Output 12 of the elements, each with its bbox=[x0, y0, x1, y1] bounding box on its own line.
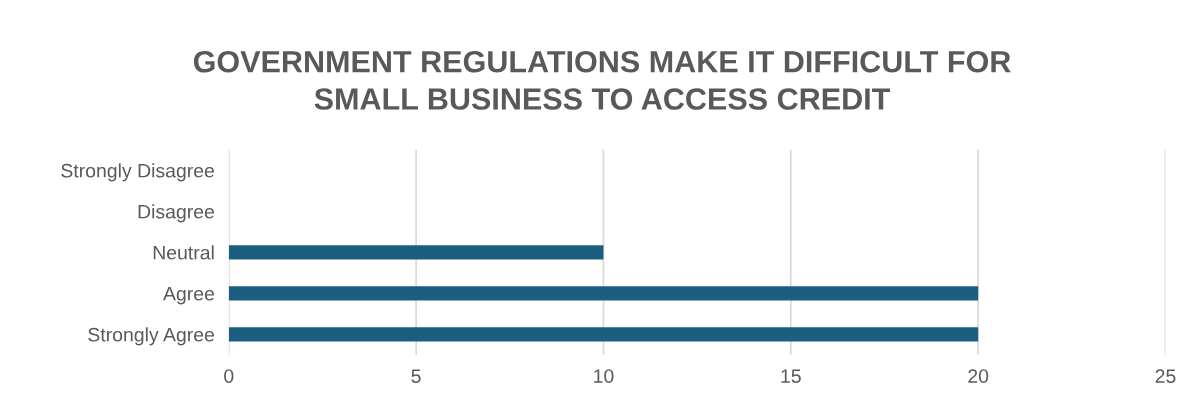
y-tick-label: Strongly Disagree bbox=[61, 163, 215, 182]
y-tick-label: Agree bbox=[163, 286, 215, 305]
x-tick-label: 5 bbox=[411, 369, 421, 383]
x-tick-label: 15 bbox=[781, 369, 801, 383]
x-tick-label: 10 bbox=[594, 369, 614, 383]
chart-title: GOVERNMENT REGULATIONS MAKE IT DIFFICULT FOR SMALL BUSINESS TO ACCESS CREDIT bbox=[193, 50, 1011, 110]
y-tick-label: Neutral bbox=[153, 245, 214, 260]
x-tick-label: 25 bbox=[1155, 369, 1176, 383]
x-tick-label: 0 bbox=[224, 369, 234, 383]
x-tick-label: 20 bbox=[968, 369, 989, 383]
y-tick-label: Disagree bbox=[138, 204, 215, 223]
y-tick-label: Strongly Agree bbox=[88, 327, 215, 346]
